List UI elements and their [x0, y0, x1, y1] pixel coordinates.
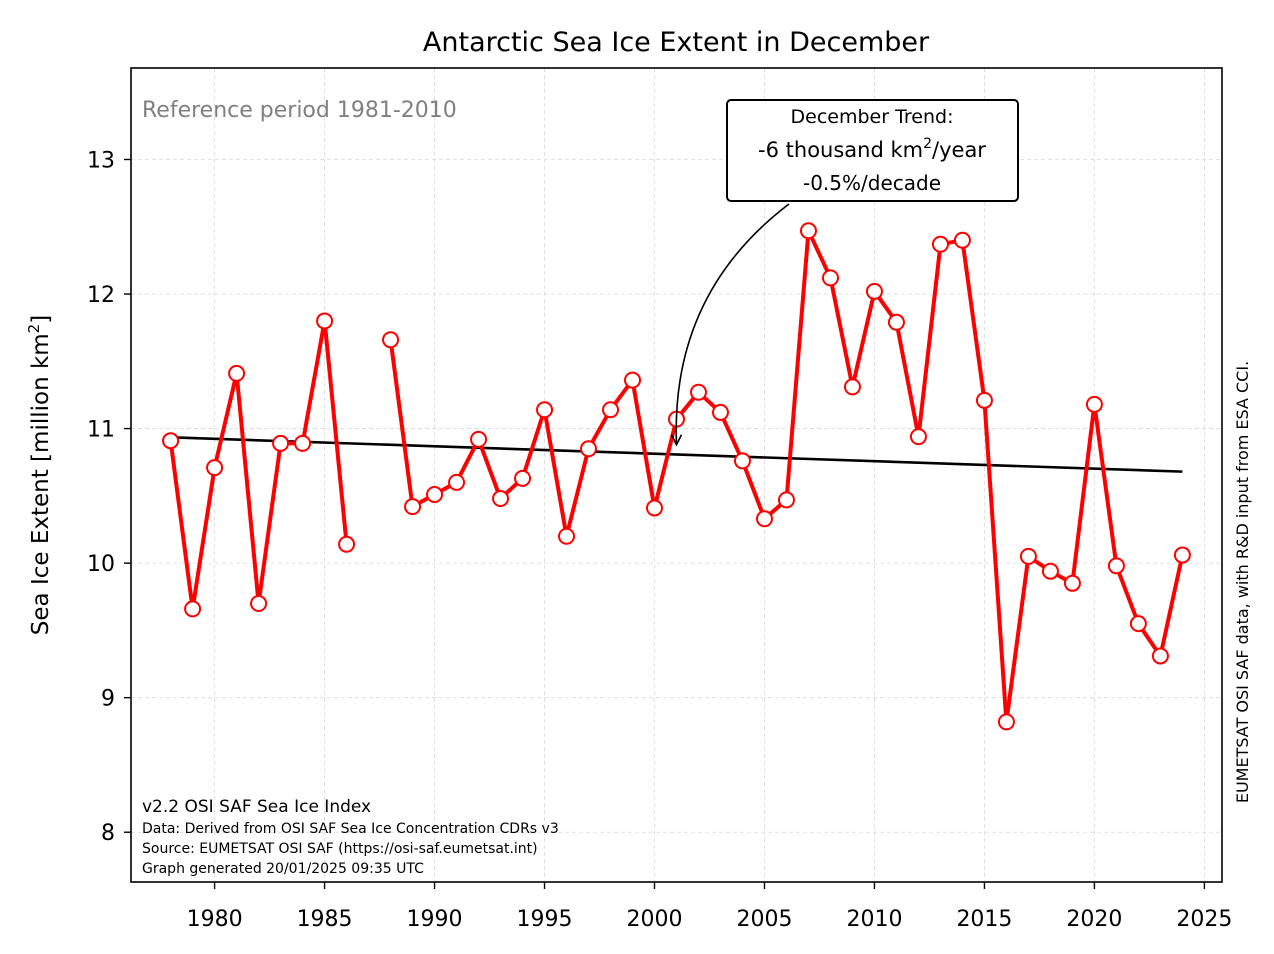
data-point: [404, 498, 422, 516]
axis-ticks: 1980 1985 1990 1995 2000 2005 2010 2015 2020 2025…: [87, 148, 1232, 932]
data-point: [1085, 395, 1103, 413]
trend-line2-end: /year: [932, 138, 986, 162]
series-line: [388, 228, 1185, 724]
y-tick-label: 12: [87, 283, 115, 308]
series-line: [168, 318, 349, 611]
data-point: [1041, 562, 1059, 580]
data-point: [843, 378, 861, 396]
footer-line-1: v2.2 OSI SAF Sea Ice Index: [142, 797, 371, 817]
data-point: [755, 510, 773, 528]
trend-layer: [170, 436, 1183, 473]
data-point: [975, 391, 993, 409]
trend-annotation: December Trend: -6 thousand km2/year -0.…: [670, 99, 1019, 447]
grid-lines: [131, 68, 1222, 882]
y-tick-label: 10: [87, 552, 115, 577]
trend-line: [170, 436, 1183, 473]
x-tick-label: 1985: [297, 907, 353, 932]
data-point: [206, 459, 224, 477]
y-axis-label-sup: 2: [25, 324, 43, 334]
data-point: [580, 440, 598, 458]
footer-line-4: Graph generated 20/01/2025 09:35 UTC: [142, 861, 424, 877]
data-point: [558, 527, 576, 545]
data-point: [865, 282, 883, 300]
data-point: [689, 383, 707, 401]
data-point: [1019, 547, 1037, 565]
trend-line2-main: -6 thousand km: [758, 138, 923, 162]
y-axis-label: Sea Ice Extent [million km2]: [25, 315, 54, 635]
trend-arrowhead: [670, 434, 683, 447]
y-tick-label: 11: [87, 418, 115, 443]
data-point: [602, 401, 620, 419]
footer-line-3: Source: EUMETSAT OSI SAF (https://osi-sa…: [142, 841, 538, 857]
trend-line1: December Trend:: [791, 106, 954, 128]
data-point: [799, 222, 817, 240]
data-point: [887, 313, 905, 331]
x-tick-label: 2010: [846, 907, 902, 932]
x-tick-label: 1995: [517, 907, 573, 932]
data-point: [624, 371, 642, 389]
x-tick-label: 2025: [1176, 907, 1232, 932]
trend-line2-sup: 2: [923, 136, 932, 152]
data-point: [448, 473, 466, 491]
x-tick-label: 1980: [187, 907, 243, 932]
data-point: [909, 428, 927, 446]
data-point: [250, 594, 268, 612]
y-axis-label-main: Sea Ice Extent [million km: [28, 333, 54, 635]
data-point: [777, 491, 795, 509]
data-point: [426, 486, 444, 504]
data-point: [711, 403, 729, 421]
data-point: [294, 434, 312, 452]
data-point: [316, 312, 334, 330]
chart-title: Antarctic Sea Ice Extent in December: [423, 27, 930, 58]
data-point: [492, 490, 510, 508]
footer-line-2: Data: Derived from OSI SAF Sea Ice Conce…: [142, 821, 559, 837]
plot-frame: [130, 67, 1223, 883]
data-point: [1129, 615, 1147, 633]
data-point: [646, 499, 664, 517]
data-point: [1107, 557, 1125, 575]
data-point: [382, 331, 400, 349]
data-point: [162, 432, 180, 450]
trend-line3: -0.5%/decade: [803, 171, 941, 195]
data-point: [536, 401, 554, 419]
data-point: [184, 600, 202, 618]
trend-arrow: [675, 203, 790, 445]
y-tick-label: 13: [87, 148, 115, 173]
data-point: [272, 434, 290, 452]
y-tick-label: 9: [101, 687, 115, 712]
x-tick-label: 2000: [627, 907, 683, 932]
trend-line2: -6 thousand km2/year: [758, 136, 986, 162]
footer-notes: v2.2 OSI SAF Sea Ice Index Data: Derived…: [142, 797, 559, 877]
data-point: [470, 430, 488, 448]
x-tick-label: 1990: [407, 907, 463, 932]
x-tick-label: 2020: [1066, 907, 1122, 932]
data-point: [1063, 574, 1081, 592]
trend-box: [726, 99, 1019, 202]
x-tick-label: 2005: [736, 907, 792, 932]
data-point: [733, 452, 751, 470]
data-point: [953, 231, 971, 249]
extent-series: [162, 222, 1191, 731]
reference-period-label: Reference period 1981-2010: [142, 98, 457, 123]
data-source-side-note: EUMETSAT OSI SAF data, with R&D input fr…: [1233, 361, 1252, 803]
data-point: [821, 269, 839, 287]
y-tick-label: 8: [101, 821, 115, 846]
x-tick-label: 2015: [956, 907, 1012, 932]
data-point: [1151, 647, 1169, 665]
data-point: [338, 535, 356, 553]
data-point: [931, 235, 949, 253]
data-point: [228, 364, 246, 382]
data-point: [1173, 546, 1191, 564]
data-point: [997, 713, 1015, 731]
y-axis-label-end: ]: [28, 315, 54, 324]
data-point: [514, 469, 532, 487]
